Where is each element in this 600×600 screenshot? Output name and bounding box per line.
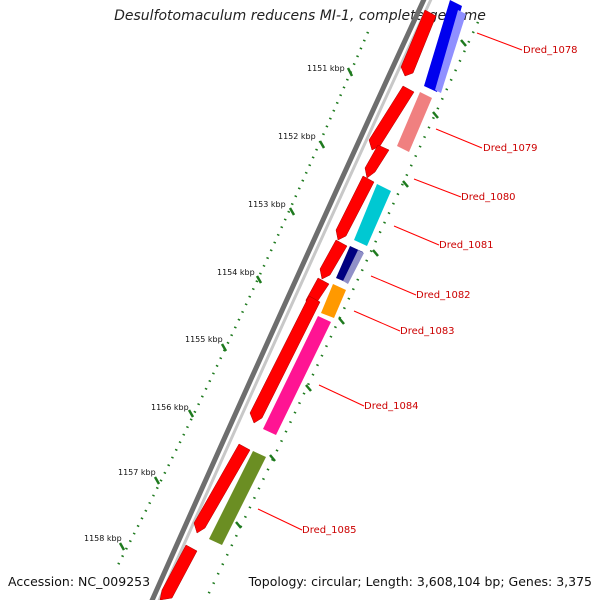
gene-label-dred-1085[interactable]: Dred_1085 [302, 525, 357, 536]
cds-arrow[interactable] [159, 544, 198, 600]
topology-text: Topology: circular; Length: 3,608,104 bp… [248, 574, 592, 589]
kbp-label: 1157 kbp [118, 468, 156, 477]
gene-labels: Dred_1078 Dred_1079 Dred_1080 Dred_1081 … [302, 45, 578, 536]
gene-block-dred-1083[interactable] [321, 284, 346, 318]
gene-block-dred-1078[interactable] [424, 0, 462, 92]
gene-block-dred-1078-shade [435, 10, 466, 93]
kbp-label: 1156 kbp [151, 403, 189, 412]
cds-arrow[interactable] [335, 175, 375, 241]
kbp-label: 1151 kbp [307, 64, 345, 73]
cds-arrow[interactable] [368, 85, 415, 151]
ruler-dotted-inner [206, 21, 480, 596]
leader-lines [257, 32, 523, 531]
backbone [149, 0, 433, 600]
cds-arrow[interactable] [400, 9, 437, 77]
kbp-label: 1154 kbp [217, 268, 255, 277]
gene-label-dred-1084[interactable]: Dred_1084 [364, 401, 419, 412]
cds-arrow[interactable] [193, 443, 251, 534]
cds-arrow[interactable] [249, 295, 321, 424]
gene-block-dred-1084[interactable] [263, 316, 331, 435]
kbp-label: 1155 kbp [185, 335, 223, 344]
gene-block-dred-1082-shade [343, 250, 364, 284]
gene-label-dred-1078[interactable]: Dred_1078 [523, 45, 578, 56]
gene-blocks [209, 0, 466, 545]
cds-arrow[interactable] [364, 144, 390, 179]
inner-ticks [235, 39, 467, 529]
gene-label-dred-1083[interactable]: Dred_1083 [400, 326, 455, 337]
gene-block-dred-1081[interactable] [354, 184, 391, 246]
forward-cds-track [159, 9, 437, 600]
gene-block-dred-1085[interactable] [209, 451, 266, 545]
gene-label-dred-1080[interactable]: Dred_1080 [461, 192, 516, 203]
gene-label-dred-1082[interactable]: Dred_1082 [416, 290, 471, 301]
gene-label-dred-1081[interactable]: Dred_1081 [439, 240, 494, 251]
kbp-ticks: 1151 kbp 1152 kbp 1153 kbp 1154 kbp 1155… [84, 64, 354, 551]
gene-label-dred-1079[interactable]: Dred_1079 [483, 143, 538, 154]
gene-block-dred-1079[interactable] [397, 92, 432, 152]
kbp-label: 1152 kbp [278, 132, 316, 141]
accession-text: Accession: NC_009253 [8, 574, 151, 589]
map-title: Desulfotomaculum reducens MI-1, complete… [114, 8, 486, 24]
kbp-label: 1153 kbp [248, 200, 286, 209]
cds-arrow[interactable] [319, 239, 348, 280]
kbp-label: 1158 kbp [84, 534, 122, 543]
